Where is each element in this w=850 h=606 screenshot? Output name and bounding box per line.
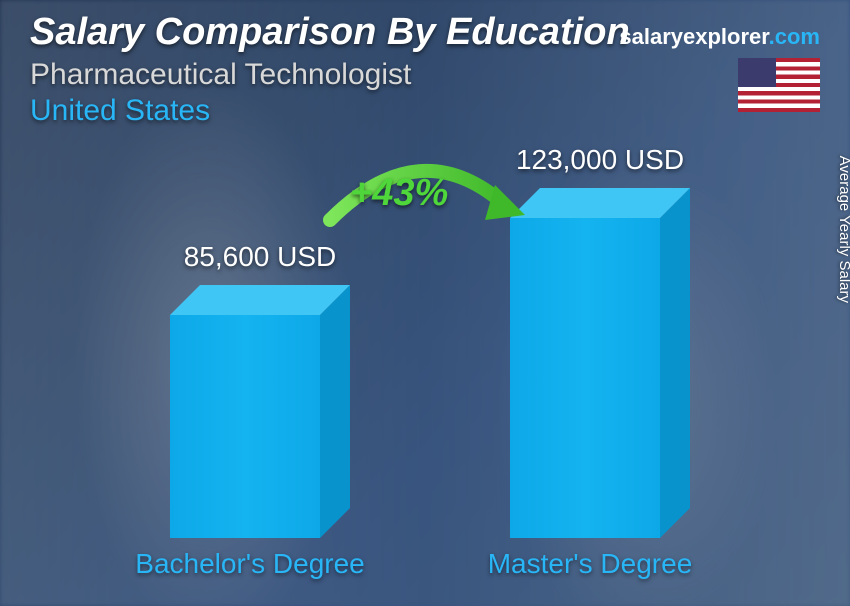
bar-front <box>510 218 660 538</box>
bar-3d <box>510 218 690 538</box>
brand-line: salaryexplorer.com <box>619 24 820 50</box>
bar-category-label: Bachelor's Degree <box>110 548 390 580</box>
increase-value: +43% <box>350 172 448 215</box>
y-axis-label: Average Yearly Salary <box>836 156 850 303</box>
increase-badge: +43% <box>350 172 448 215</box>
bar-front <box>170 315 320 538</box>
bar-top <box>170 285 350 315</box>
brand-dotcom: .com <box>769 24 820 49</box>
bar-3d <box>170 315 350 538</box>
brand-name: salaryexplorer <box>619 24 768 49</box>
bar-value-label: 85,600 USD <box>150 241 370 273</box>
bar-side <box>660 188 690 538</box>
bar-side <box>320 285 350 538</box>
flag-icon <box>738 58 820 112</box>
brand-block: salaryexplorer.com <box>619 24 820 112</box>
bar-group: 85,600 USD <box>150 315 370 538</box>
bar-group: 123,000 USD <box>490 218 710 538</box>
bar-category-label: Master's Degree <box>450 548 730 580</box>
chart-area: 85,600 USD Bachelor's Degree 123,000 USD Ma… <box>60 200 790 586</box>
